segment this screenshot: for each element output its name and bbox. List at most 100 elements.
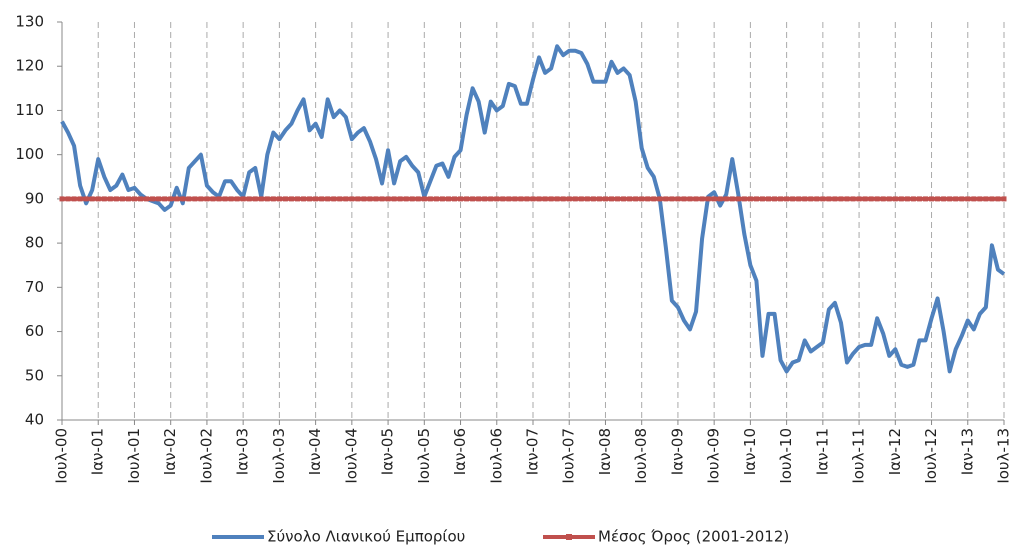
x-tick-label: Ιουλ-04 xyxy=(342,428,360,484)
x-tick-label: Ιαν-02 xyxy=(161,428,179,475)
point-marker xyxy=(433,196,439,202)
point-marker xyxy=(947,196,953,202)
point-marker xyxy=(814,196,820,202)
point-marker xyxy=(548,196,554,202)
point-marker xyxy=(880,196,886,202)
point-marker xyxy=(216,196,222,202)
x-tick-label: Ιουλ-09 xyxy=(705,428,723,484)
point-marker xyxy=(778,196,784,202)
point-marker xyxy=(645,196,651,202)
point-marker xyxy=(252,196,258,202)
point-marker xyxy=(180,196,186,202)
x-tick-label: Ιαν-07 xyxy=(524,428,542,475)
point-marker xyxy=(210,196,216,202)
point-marker xyxy=(439,196,445,202)
point-marker xyxy=(572,196,578,202)
point-marker xyxy=(989,196,995,202)
point-marker xyxy=(530,196,536,202)
point-marker xyxy=(735,196,741,202)
point-marker xyxy=(693,196,699,202)
point-marker xyxy=(953,196,959,202)
point-marker xyxy=(554,196,560,202)
point-marker xyxy=(766,196,771,202)
point-marker xyxy=(343,196,349,202)
point-marker xyxy=(228,196,234,202)
point-marker xyxy=(518,196,524,202)
x-tick-label: Ιαν-12 xyxy=(886,428,904,475)
point-marker xyxy=(929,196,935,202)
point-marker xyxy=(844,196,850,202)
point-marker xyxy=(270,196,276,202)
point-marker xyxy=(258,196,264,202)
point-marker xyxy=(488,196,494,202)
x-tick-label: Ιαν-01 xyxy=(89,428,107,475)
point-marker xyxy=(983,196,989,202)
point-marker xyxy=(651,196,657,202)
point-marker xyxy=(240,196,246,202)
point-marker xyxy=(144,196,150,202)
point-marker xyxy=(355,196,361,202)
point-marker xyxy=(621,196,627,202)
point-marker xyxy=(415,196,421,202)
x-tick-label: Ιαν-09 xyxy=(668,428,686,475)
point-marker xyxy=(512,196,518,202)
point-marker xyxy=(500,196,506,202)
point-marker xyxy=(904,196,910,202)
point-marker xyxy=(391,196,397,202)
y-tick-label: 40 xyxy=(25,411,44,429)
point-marker xyxy=(373,196,379,202)
point-marker xyxy=(113,196,119,202)
y-tick-label: 110 xyxy=(15,101,44,119)
point-marker xyxy=(427,196,433,202)
legend-marker xyxy=(566,534,572,540)
point-marker xyxy=(560,196,566,202)
point-marker xyxy=(935,196,941,202)
point-marker xyxy=(77,196,83,202)
y-tick-label: 120 xyxy=(15,57,44,75)
point-marker xyxy=(542,196,548,202)
point-marker xyxy=(657,196,663,202)
point-marker xyxy=(633,196,639,202)
x-tick-label: Ιουλ-11 xyxy=(850,428,868,484)
point-marker xyxy=(590,196,596,202)
point-marker xyxy=(868,196,874,202)
point-marker xyxy=(506,196,512,202)
point-marker xyxy=(965,196,971,202)
point-marker xyxy=(971,196,977,202)
point-marker xyxy=(464,196,470,202)
x-tick-label: Ιουλ-10 xyxy=(777,428,795,484)
point-marker xyxy=(288,196,294,202)
point-marker xyxy=(741,196,747,202)
point-marker xyxy=(705,196,711,202)
point-marker xyxy=(89,196,95,202)
point-marker xyxy=(977,196,983,202)
point-marker xyxy=(711,196,717,202)
x-tick-label: Ιαν-04 xyxy=(306,428,324,475)
x-tick-label: Ιουλ-08 xyxy=(632,428,650,484)
point-marker xyxy=(403,196,409,202)
point-marker xyxy=(458,196,464,202)
point-marker xyxy=(445,196,451,202)
point-marker xyxy=(198,196,204,202)
point-marker xyxy=(566,196,572,202)
point-marker xyxy=(729,196,735,202)
x-tick-label: Ιαν-03 xyxy=(234,428,252,475)
point-marker xyxy=(65,196,71,202)
point-marker xyxy=(325,196,331,202)
point-marker xyxy=(264,196,270,202)
point-marker xyxy=(596,196,602,202)
point-marker xyxy=(476,196,482,202)
point-marker xyxy=(808,196,814,202)
legend-label: Μέσος Όρος (2001-2012) xyxy=(598,528,789,546)
point-marker xyxy=(331,196,337,202)
y-tick-label: 50 xyxy=(25,366,44,384)
y-tick-label: 90 xyxy=(25,189,44,207)
point-marker xyxy=(234,196,240,202)
point-marker xyxy=(916,196,922,202)
point-marker xyxy=(886,196,892,202)
point-marker xyxy=(204,196,210,202)
x-tick-label: Ιουλ-02 xyxy=(197,428,215,484)
point-marker xyxy=(759,196,765,202)
point-marker xyxy=(784,196,790,202)
point-marker xyxy=(675,196,681,202)
